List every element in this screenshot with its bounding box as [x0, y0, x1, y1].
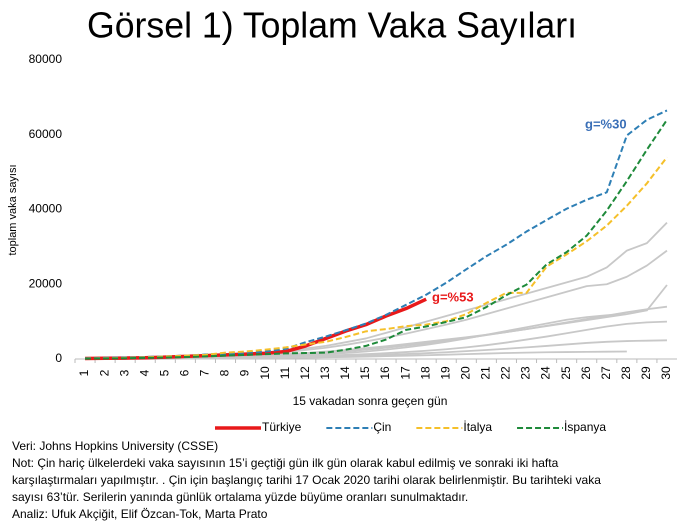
- x-tick-label: 29: [639, 366, 653, 380]
- legend-label: İtalya: [463, 420, 492, 434]
- x-tick-label: 12: [298, 366, 312, 380]
- chart-title: Görsel 1) Toplam Vaka Sayıları: [87, 5, 577, 46]
- legend-label: Çin: [373, 420, 391, 434]
- x-tick-label: 17: [398, 366, 412, 380]
- x-tick-label: 30: [659, 366, 673, 380]
- x-axis-label: 15 vakadan sonra geçen gün: [293, 394, 448, 408]
- series-line: [85, 350, 627, 360]
- x-tick-label: 11: [278, 366, 292, 379]
- x-tick-label: 14: [338, 366, 352, 380]
- x-tick-label: 4: [137, 369, 151, 376]
- x-tick-label: 2: [97, 369, 111, 376]
- x-tick-label: 25: [559, 366, 573, 380]
- x-tick-label: 24: [539, 366, 553, 380]
- series-line: [85, 119, 668, 360]
- note: Analiz: Ufuk Akçiğit, Elif Özcan-Tok, Ma…: [12, 507, 268, 521]
- x-tick-label: 28: [619, 366, 633, 380]
- x-tick-label: 20: [458, 366, 472, 380]
- annotation: g=%53: [432, 289, 474, 304]
- y-tick-label: 60000: [29, 127, 63, 141]
- y-tick-label: 40000: [29, 202, 63, 216]
- annotation: g=%30: [585, 116, 627, 131]
- x-tick-label: 21: [479, 366, 493, 380]
- y-tick-label: 20000: [29, 276, 63, 290]
- x-tick-label: 27: [599, 366, 613, 380]
- x-tick-label: 5: [157, 369, 171, 376]
- x-tick-label: 3: [117, 369, 131, 376]
- legend-label: Türkiye: [262, 420, 302, 434]
- y-axis-label: toplam vaka sayısı: [7, 164, 19, 255]
- x-tick-label: 19: [438, 366, 452, 380]
- note: sayısı 63’tür. Serilerin yanında günlük …: [12, 490, 468, 504]
- x-tick-label: 15: [358, 366, 372, 380]
- x-tick-label: 22: [499, 366, 513, 380]
- x-tick-label: 13: [318, 366, 332, 380]
- note: karşılaştırmaları yapılmıştır. . Çin içi…: [12, 473, 601, 487]
- x-tick-label: 18: [418, 366, 432, 380]
- x-tick-label: 23: [519, 366, 533, 380]
- x-tick-label: 6: [178, 369, 192, 376]
- x-tick-label: 8: [218, 369, 232, 376]
- x-tick-label: 9: [238, 369, 252, 376]
- x-tick-label: 7: [198, 369, 212, 376]
- x-tick-label: 26: [579, 366, 593, 380]
- x-tick-label: 16: [378, 366, 392, 380]
- series-line: [85, 156, 668, 360]
- x-tick-label: 10: [258, 366, 272, 380]
- note: Not: Çin hariç ülkelerdeki vaka sayısını…: [12, 456, 559, 470]
- y-tick-label: 0: [55, 351, 62, 365]
- legend-label: İspanya: [564, 420, 606, 434]
- note: Veri: Johns Hopkins University (CSSE): [12, 439, 218, 453]
- series-line: [85, 221, 668, 360]
- y-tick-label: 80000: [29, 52, 63, 66]
- x-tick-label: 1: [77, 369, 91, 376]
